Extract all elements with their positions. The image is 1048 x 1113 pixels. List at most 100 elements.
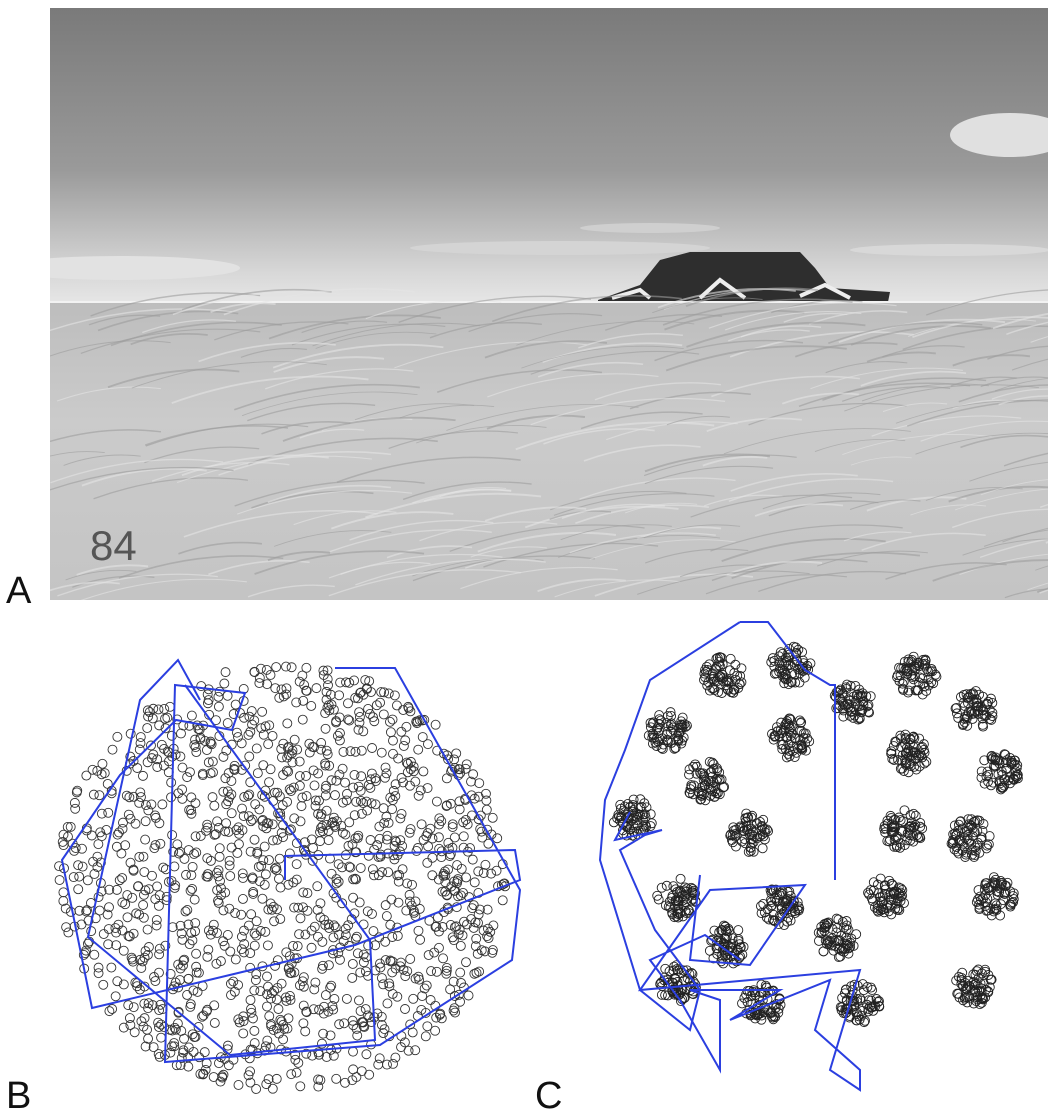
object [295, 1081, 306, 1092]
streak [665, 345, 847, 372]
object [354, 897, 365, 908]
object [95, 827, 106, 838]
object [333, 929, 344, 940]
streak [118, 555, 284, 579]
object [148, 1042, 159, 1053]
object [713, 687, 724, 697]
object [980, 966, 991, 977]
object [231, 825, 242, 836]
object [325, 1030, 336, 1041]
streak [50, 308, 232, 332]
object [992, 755, 1003, 766]
object [155, 999, 166, 1010]
object [914, 658, 924, 668]
object [468, 769, 479, 780]
object [673, 906, 684, 917]
object [249, 667, 260, 678]
object [315, 811, 326, 822]
object [345, 862, 356, 873]
object [466, 776, 476, 787]
object [332, 730, 343, 741]
object [788, 641, 799, 652]
object [187, 935, 198, 946]
object [139, 952, 150, 963]
streak [926, 289, 1048, 316]
object [335, 954, 345, 965]
object [383, 867, 394, 878]
object [686, 781, 697, 792]
object [135, 738, 146, 749]
object [721, 680, 732, 691]
streak [293, 510, 397, 526]
object [917, 689, 928, 700]
object [184, 720, 195, 731]
object [674, 908, 685, 919]
object [418, 766, 429, 777]
object [664, 896, 675, 907]
object [259, 879, 270, 890]
object [783, 679, 794, 690]
object [111, 927, 122, 938]
streak [268, 314, 441, 340]
object [684, 787, 695, 798]
object [454, 764, 465, 775]
object [265, 670, 276, 680]
streak [980, 376, 1048, 388]
object [225, 978, 236, 989]
object [819, 923, 830, 934]
object [93, 968, 104, 979]
object [178, 960, 188, 971]
object [757, 843, 768, 854]
object [268, 835, 278, 846]
object [801, 745, 811, 756]
object [361, 1049, 372, 1060]
object [448, 935, 459, 946]
object [152, 762, 163, 772]
streak [487, 373, 659, 398]
object [781, 718, 792, 729]
object [276, 684, 287, 695]
streak [1011, 358, 1048, 371]
object [696, 794, 707, 805]
object [690, 888, 700, 899]
object [140, 946, 151, 957]
object [863, 706, 874, 717]
object [895, 842, 905, 853]
object [863, 1003, 874, 1014]
object [413, 744, 424, 755]
object [450, 1007, 461, 1018]
streak [706, 417, 802, 432]
streak [537, 578, 626, 593]
object [841, 920, 852, 931]
object [712, 788, 723, 799]
object [882, 818, 893, 829]
object [135, 792, 146, 802]
object [276, 1016, 287, 1027]
object [907, 655, 918, 665]
object [339, 1018, 350, 1029]
object [290, 1054, 301, 1065]
object [1001, 880, 1012, 891]
object [838, 705, 849, 716]
object [709, 792, 720, 802]
object [255, 926, 266, 936]
object [895, 730, 906, 741]
object [327, 948, 338, 959]
object [121, 790, 132, 801]
object [903, 685, 914, 696]
object [383, 688, 394, 699]
object [975, 990, 986, 1001]
object [262, 1001, 272, 1012]
object [118, 817, 128, 828]
object [385, 792, 396, 803]
object [908, 731, 919, 742]
streak [50, 458, 224, 484]
object [837, 703, 848, 714]
streak [272, 343, 444, 369]
object [403, 1045, 414, 1056]
landscape-view: 84 [50, 8, 1048, 600]
object [331, 716, 342, 727]
object [480, 788, 491, 799]
object [454, 924, 465, 935]
object [234, 828, 245, 839]
